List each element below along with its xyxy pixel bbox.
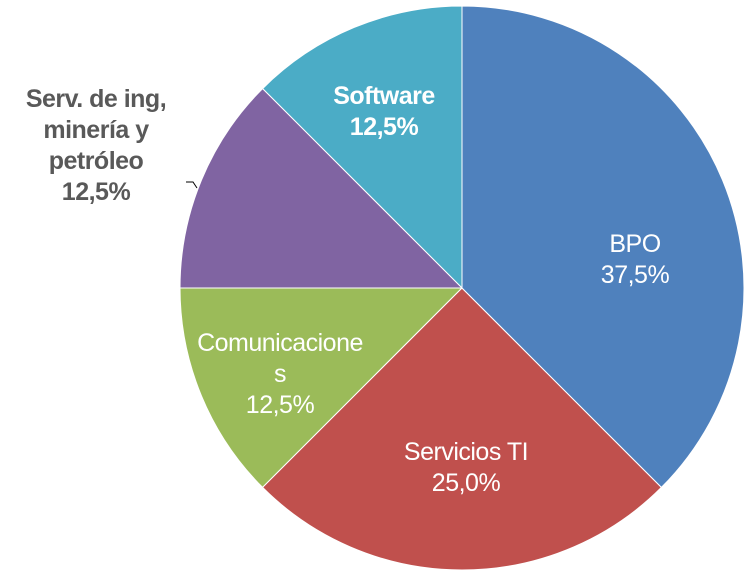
category-label: Comunicaciones xyxy=(197,328,363,388)
slice-label: Software 12,5% xyxy=(314,81,454,143)
value-label: 25,0% xyxy=(431,469,501,497)
slice-label: Comunicaciones 12,5% xyxy=(193,328,368,421)
pie-slice xyxy=(461,5,745,489)
value-label: 12,5% xyxy=(61,178,131,206)
category-label: Servicios TI xyxy=(403,438,529,466)
category-label: BPO xyxy=(609,230,661,258)
value-label: 12,5% xyxy=(245,390,315,419)
slice-label: BPO 37,5% xyxy=(565,229,705,291)
pie-slice xyxy=(261,287,663,571)
slice-label: Serv. de ing, minería y petróleo 12,5% xyxy=(1,84,191,208)
category-label: Software xyxy=(333,82,435,110)
value-label: 37,5% xyxy=(600,261,670,289)
pie-slice xyxy=(179,287,464,489)
value-label: 12,5% xyxy=(349,113,419,141)
pie-slice xyxy=(179,87,464,289)
pie-slice xyxy=(261,5,463,290)
leader-line xyxy=(186,181,198,189)
slice-label: Servicios TI 25,0% xyxy=(366,437,566,499)
category-label: Serv. de ing, minería y petróleo xyxy=(25,85,167,175)
